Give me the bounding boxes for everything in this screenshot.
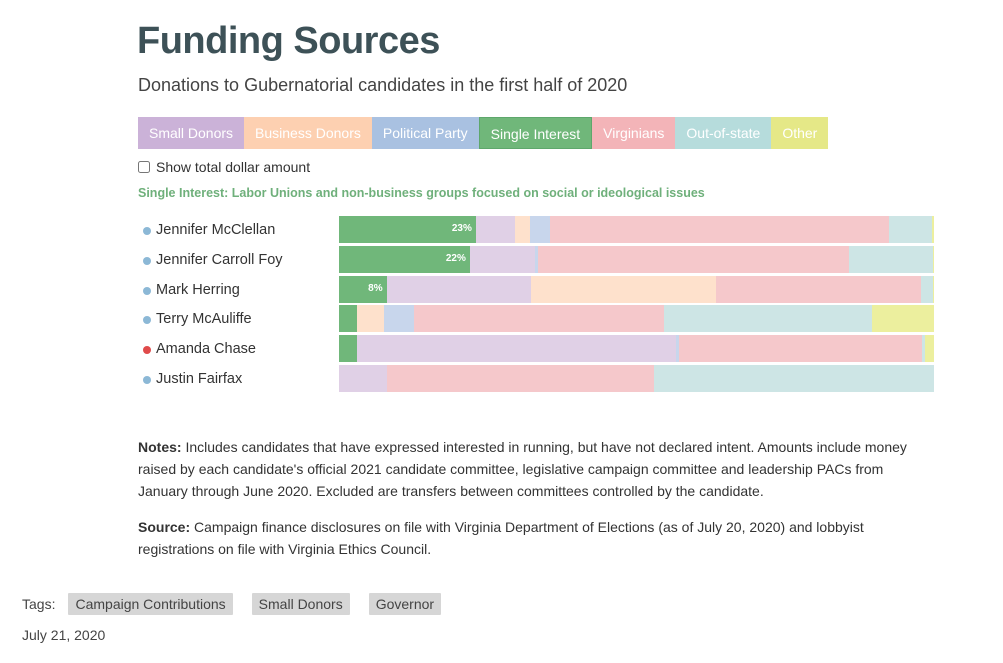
bar-segment-political-party[interactable] [535, 245, 539, 273]
bar-value-label: 8% [368, 282, 383, 294]
bar-segment-political-party[interactable] [529, 216, 550, 243]
bar-segment-other[interactable] [925, 335, 934, 363]
legend-button-political-party[interactable]: Political Party [371, 117, 479, 149]
source-text: Campaign finance disclosures on file wit… [138, 519, 864, 557]
candidate-name: Jennifer McClellan [156, 222, 276, 238]
party-dot [143, 346, 151, 355]
bar-segment-small-donors[interactable] [386, 275, 532, 303]
bar-segment-business-donors[interactable] [531, 275, 717, 303]
bar-segment-small-donors[interactable] [356, 335, 677, 363]
legend-button-single-interest[interactable]: Single Interest [478, 117, 593, 149]
candidate-row: Amanda Chase 3% [138, 335, 938, 363]
page-title: Funding Sources [137, 20, 440, 62]
candidate-bar: 22% [339, 245, 934, 273]
legend-button-small-donors[interactable]: Small Donors [138, 117, 245, 149]
candidate-bar: 23% [339, 216, 934, 243]
candidate-name: Justin Fairfax [156, 371, 243, 387]
bar-segment-small-donors[interactable] [475, 216, 516, 243]
bar-segment-out-of-state[interactable] [848, 245, 934, 273]
legend-button-other[interactable]: Other [771, 117, 829, 149]
bar-segment-virginians[interactable] [549, 216, 890, 243]
candidate-row: Jennifer Carroll Foy 22% [138, 245, 938, 273]
candidate-name: Amanda Chase [156, 341, 256, 358]
bar-value-label: 22% [445, 252, 466, 264]
candidate-name: Mark Herring [156, 281, 240, 298]
tag-small-donors[interactable]: Small Donors [251, 593, 350, 615]
candidate-bar: 8% [339, 275, 934, 303]
legend-button-business-donors[interactable]: Business Donors [244, 117, 372, 149]
bar-segment-out-of-state[interactable] [921, 335, 926, 363]
bar-segment-single-interest[interactable]: 22% [339, 245, 470, 273]
category-legend: Small Donors Business Donors Political Par… [138, 117, 829, 149]
bar-segment-business-donors[interactable] [515, 216, 530, 243]
party-dot [143, 227, 151, 235]
bar-segment-out-of-state[interactable] [654, 365, 934, 392]
bar-segment-other[interactable] [933, 245, 934, 273]
bar-segment-other[interactable] [933, 275, 934, 303]
party-dot [143, 286, 151, 295]
tag-governor[interactable]: Governor [368, 593, 442, 615]
bar-segment-single-interest[interactable]: 3% [339, 305, 372, 333]
candidate-name: Terry McAuliffe [156, 311, 252, 328]
total-dollar-label: Show total dollar amount [156, 159, 311, 175]
bar-segment-virginians[interactable] [414, 305, 664, 333]
bar-segment-other[interactable] [871, 305, 934, 333]
bar-segment-single-interest[interactable]: 23% [339, 216, 476, 243]
bar-segment-virginians[interactable] [538, 245, 849, 273]
candidate-bar: 3% [339, 305, 934, 333]
notes-label: Notes: [138, 439, 182, 455]
tag-campaign-contributions[interactable]: Campaign Contributions [68, 593, 233, 615]
candidate-row: Mark Herring 8% [138, 275, 938, 303]
candidate-name: Jennifer Carroll Foy [156, 251, 283, 268]
total-dollar-checkbox[interactable] [138, 161, 150, 173]
source-paragraph: Source: Campaign finance disclosures on … [138, 516, 928, 560]
legend-button-out-of-state[interactable]: Out-of-state [675, 117, 772, 149]
candidate-row: Terry McAuliffe 3% [138, 305, 938, 333]
publish-date: July 21, 2020 [22, 627, 106, 643]
bar-segment-other[interactable] [932, 216, 934, 243]
candidate-bar: 3% [339, 335, 934, 363]
bar-segment-political-party[interactable] [384, 305, 415, 333]
source-label: Source: [138, 519, 191, 535]
party-dot [143, 316, 151, 325]
notes-paragraph: Notes: Includes candidates that have exp… [138, 436, 928, 502]
bar-segment-small-donors[interactable] [339, 365, 387, 392]
bar-segment-out-of-state[interactable] [889, 216, 933, 243]
candidate-row: Justin Fairfax [138, 365, 938, 392]
bar-segment-out-of-state[interactable] [920, 275, 934, 303]
page-subtitle: Donations to Gubernatorial candidates in… [138, 75, 628, 95]
candidate-row: Jennifer McClellan 23% [138, 216, 938, 243]
notes-text: Includes candidates that have expressed … [138, 439, 907, 499]
total-dollar-toggle[interactable]: Show total dollar amount [138, 159, 310, 175]
bar-segment-out-of-state[interactable] [663, 305, 872, 333]
bar-segment-virginians[interactable] [679, 335, 922, 363]
bar-segment-virginians[interactable] [716, 275, 921, 303]
bar-segment-political-party[interactable] [676, 335, 680, 363]
bar-segment-small-donors[interactable] [469, 245, 536, 273]
legend-button-virginians[interactable]: Virginians [592, 117, 676, 149]
bar-segment-single-interest[interactable]: 3% [339, 335, 372, 363]
bar-value-label: 23% [451, 223, 472, 234]
bar-segment-virginians[interactable] [386, 365, 655, 392]
bar-segment-business-donors[interactable] [357, 305, 385, 333]
bar-segment-single-interest[interactable]: 8% [339, 275, 387, 303]
tags-label: Tags: [22, 596, 56, 612]
party-dot [143, 376, 151, 384]
tags-row: Tags: Campaign Contributions Small Donors… [22, 593, 460, 615]
party-dot [143, 256, 151, 265]
category-description: Single Interest: Labor Unions and non-bu… [138, 186, 705, 200]
candidate-bar [339, 365, 934, 392]
